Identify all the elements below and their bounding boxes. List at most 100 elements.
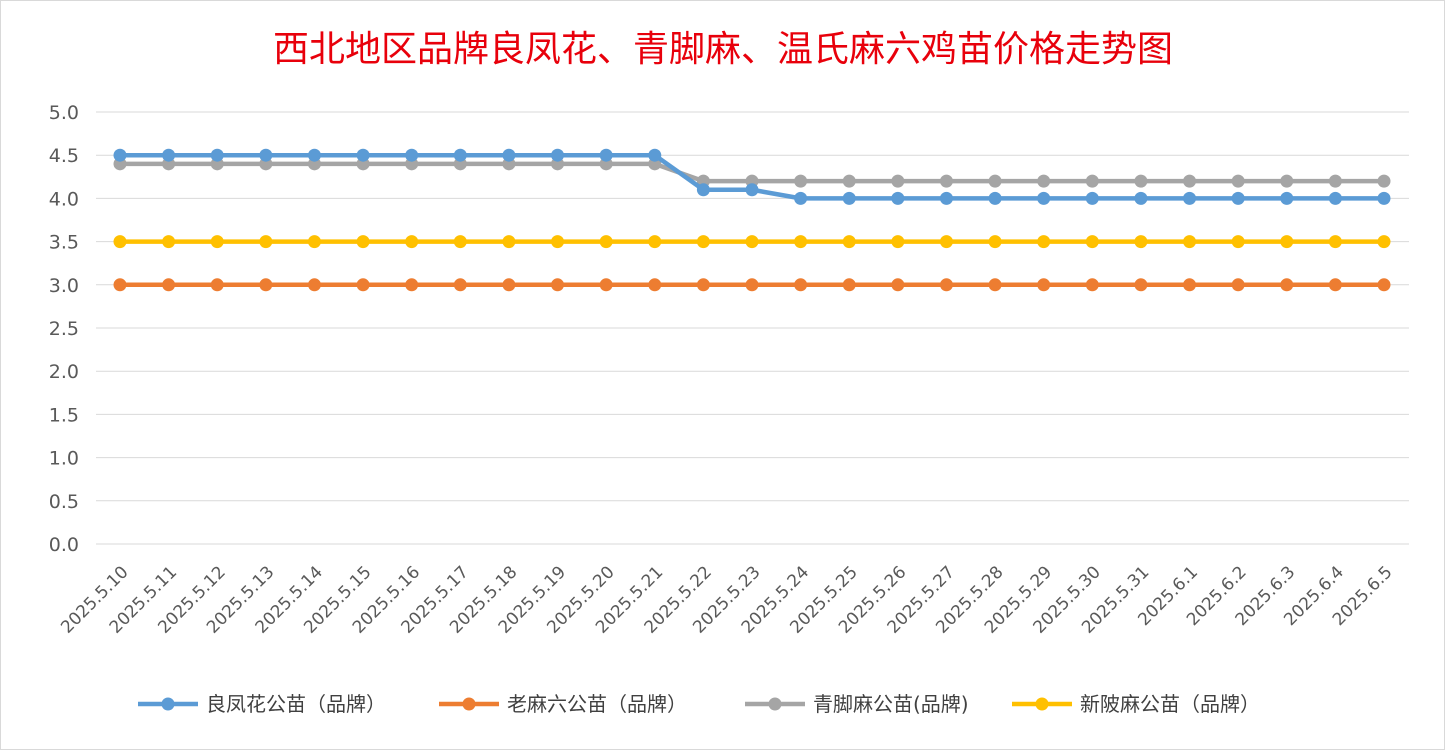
data-point: [162, 148, 176, 162]
data-point: [599, 148, 613, 162]
y-tick-label: 2.5: [49, 318, 79, 340]
data-point: [1280, 174, 1294, 188]
data-point: [599, 278, 613, 292]
data-point: [1037, 174, 1051, 188]
data-point: [1280, 235, 1294, 249]
data-point: [939, 278, 953, 292]
y-tick-label: 3.5: [49, 232, 79, 254]
data-point: [162, 235, 176, 249]
data-point: [113, 278, 127, 292]
data-point: [356, 235, 370, 249]
legend-item: 良凤花公苗（品牌）: [138, 692, 386, 716]
legend-item: 老麻六公苗（品牌）: [439, 692, 687, 716]
legend-item: 青脚麻公苗(品牌): [745, 692, 969, 716]
data-point: [745, 278, 759, 292]
data-point: [502, 278, 516, 292]
data-point: [259, 235, 273, 249]
data-point: [696, 183, 710, 197]
data-point: [842, 278, 856, 292]
data-point: [307, 235, 321, 249]
data-point: [1231, 278, 1245, 292]
legend-label: 良凤花公苗（品牌）: [206, 692, 386, 716]
data-point: [1037, 191, 1051, 205]
data-point: [1231, 235, 1245, 249]
data-point: [794, 174, 808, 188]
data-point: [988, 235, 1002, 249]
data-point: [405, 148, 419, 162]
y-tick-label: 4.0: [49, 188, 79, 210]
data-point: [1183, 278, 1197, 292]
data-point: [939, 174, 953, 188]
y-tick-label: 2.0: [49, 361, 79, 383]
data-point: [405, 235, 419, 249]
data-point: [1134, 191, 1148, 205]
legend-marker: [462, 697, 476, 711]
data-point: [453, 278, 467, 292]
data-point: [1377, 174, 1391, 188]
data-point: [1134, 235, 1148, 249]
x-axis-ticks: 2025.5.102025.5.112025.5.122025.5.132025…: [57, 562, 1396, 637]
data-point: [794, 278, 808, 292]
data-point: [356, 148, 370, 162]
data-point: [1085, 174, 1099, 188]
data-point: [648, 235, 662, 249]
data-point: [842, 191, 856, 205]
data-point: [939, 235, 953, 249]
series-group: [113, 235, 1391, 249]
data-point: [1037, 278, 1051, 292]
y-tick-label: 3.0: [49, 275, 79, 297]
data-point: [745, 183, 759, 197]
data-point: [1231, 191, 1245, 205]
series-group: [113, 157, 1391, 188]
data-point: [551, 148, 565, 162]
data-point: [1280, 278, 1294, 292]
y-tick-label: 1.5: [49, 404, 79, 426]
chart-title: 西北地区品牌良凤花、青脚麻、温氏麻六鸡苗价格走势图: [273, 29, 1173, 70]
data-point: [696, 278, 710, 292]
legend-marker: [1035, 697, 1049, 711]
data-point: [842, 174, 856, 188]
data-point: [1134, 174, 1148, 188]
data-point: [502, 148, 516, 162]
data-point: [210, 148, 224, 162]
data-point: [1377, 278, 1391, 292]
series-group: [113, 148, 1391, 205]
y-tick-label: 0.0: [49, 534, 79, 556]
data-point: [1085, 191, 1099, 205]
data-point: [1280, 191, 1294, 205]
data-point: [162, 278, 176, 292]
data-point: [891, 174, 905, 188]
data-point: [891, 235, 905, 249]
data-point: [113, 148, 127, 162]
data-point: [1183, 191, 1197, 205]
data-point: [648, 278, 662, 292]
data-point: [794, 191, 808, 205]
data-point: [502, 235, 516, 249]
y-axis-ticks: 0.0 0.5 1.0 1.5 2.0 2.5 3.0 3.5 4.0 4.5 5.0: [49, 102, 79, 556]
legend-label: 青脚麻公苗(品牌): [813, 692, 969, 716]
data-point: [453, 235, 467, 249]
data-point: [453, 148, 467, 162]
legend-marker: [161, 697, 175, 711]
data-point: [745, 235, 759, 249]
data-point: [259, 278, 273, 292]
data-point: [1037, 235, 1051, 249]
y-tick-label: 0.5: [49, 491, 79, 513]
y-tick-label: 5.0: [49, 102, 79, 124]
series-group: [113, 278, 1391, 292]
legend-label: 新陂麻公苗（品牌）: [1080, 692, 1260, 716]
data-point: [307, 148, 321, 162]
data-point: [1328, 174, 1342, 188]
data-point: [551, 235, 565, 249]
data-point: [1134, 278, 1148, 292]
data-point: [988, 174, 1002, 188]
data-point: [356, 278, 370, 292]
data-point: [988, 191, 1002, 205]
data-point: [891, 191, 905, 205]
data-point: [939, 191, 953, 205]
data-point: [1085, 235, 1099, 249]
data-point: [1328, 235, 1342, 249]
data-point: [1377, 191, 1391, 205]
